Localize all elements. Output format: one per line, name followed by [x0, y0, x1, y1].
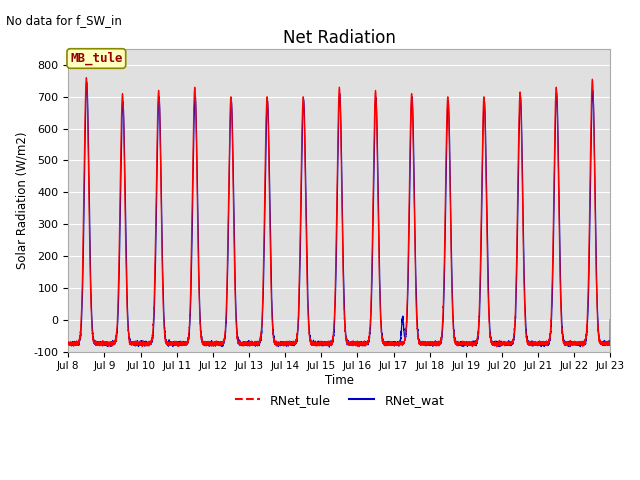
- Text: No data for f_SW_in: No data for f_SW_in: [6, 14, 122, 27]
- Text: MB_tule: MB_tule: [70, 52, 123, 65]
- Y-axis label: Solar Radiation (W/m2): Solar Radiation (W/m2): [15, 132, 28, 269]
- X-axis label: Time: Time: [325, 374, 354, 387]
- Title: Net Radiation: Net Radiation: [283, 29, 396, 48]
- Legend: RNet_tule, RNet_wat: RNet_tule, RNet_wat: [230, 389, 449, 412]
